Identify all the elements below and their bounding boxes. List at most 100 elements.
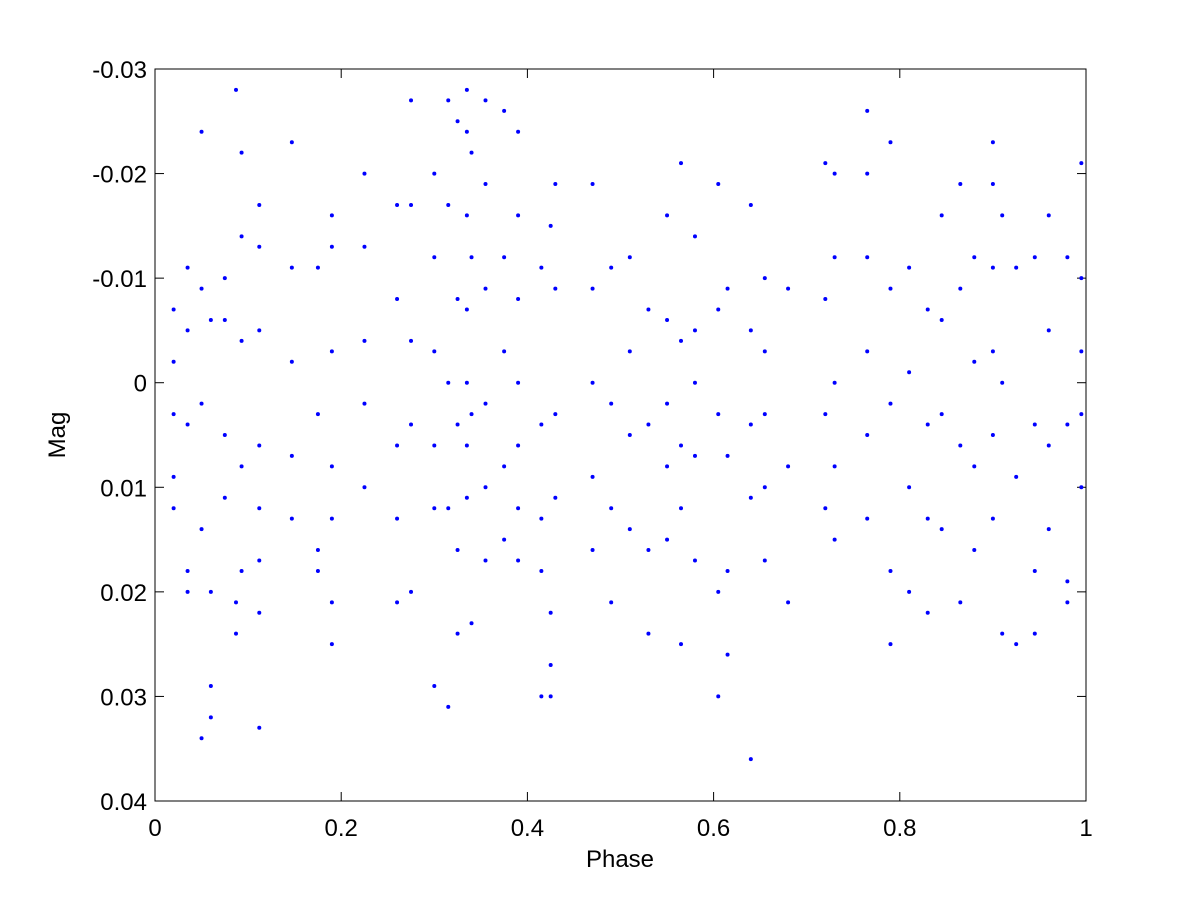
point	[208, 589, 213, 594]
point	[362, 244, 367, 249]
point	[609, 265, 614, 270]
point	[455, 631, 460, 636]
point	[483, 98, 488, 103]
point	[665, 464, 670, 469]
point	[483, 401, 488, 406]
point	[233, 87, 238, 92]
point	[185, 568, 190, 573]
point	[972, 464, 977, 469]
point	[762, 558, 767, 563]
point	[907, 485, 912, 490]
point	[171, 506, 176, 511]
point	[289, 453, 294, 458]
point	[483, 558, 488, 563]
point	[865, 433, 870, 437]
point	[289, 265, 294, 270]
point	[222, 433, 227, 437]
point	[446, 380, 451, 385]
point	[553, 412, 558, 417]
point	[609, 401, 614, 406]
point	[409, 422, 414, 427]
y-tick-label: -0.01	[92, 266, 147, 293]
point	[483, 182, 488, 187]
point	[1014, 642, 1019, 647]
point	[446, 506, 451, 511]
point	[208, 317, 213, 322]
point	[185, 328, 190, 333]
x-tick-label: 0	[148, 815, 161, 842]
point	[590, 286, 595, 291]
point	[315, 412, 320, 417]
point	[888, 401, 893, 406]
point	[516, 443, 521, 448]
point	[692, 558, 697, 563]
point	[888, 568, 893, 573]
point	[823, 506, 828, 511]
point	[329, 213, 334, 218]
point	[990, 265, 995, 270]
point	[329, 349, 334, 354]
point	[446, 202, 451, 207]
point	[692, 380, 697, 385]
point	[455, 548, 460, 553]
point	[233, 631, 238, 636]
point	[315, 568, 320, 573]
point	[1014, 265, 1019, 270]
point	[1079, 161, 1084, 166]
point	[748, 328, 753, 333]
point	[464, 380, 469, 385]
y-axis-label: Mag	[44, 412, 71, 459]
point	[409, 202, 414, 207]
point	[171, 412, 176, 417]
y-tick-label: 0.03	[100, 684, 147, 711]
point	[539, 516, 544, 521]
point	[762, 349, 767, 354]
point	[939, 527, 944, 532]
point	[1032, 422, 1037, 427]
point	[748, 422, 753, 427]
point	[516, 506, 521, 511]
point	[590, 182, 595, 187]
point	[716, 589, 721, 594]
point	[679, 161, 684, 166]
point	[222, 276, 227, 281]
point	[516, 129, 521, 134]
point	[455, 422, 460, 427]
point	[553, 495, 558, 500]
y-tick-label: 0	[134, 371, 147, 398]
point	[939, 317, 944, 322]
point	[502, 255, 507, 260]
point	[409, 338, 414, 343]
point	[907, 370, 912, 375]
point	[958, 443, 963, 448]
point	[627, 527, 632, 532]
point	[171, 474, 176, 479]
point	[725, 286, 730, 291]
point	[958, 600, 963, 605]
point	[432, 349, 437, 354]
point	[990, 433, 995, 437]
point	[362, 485, 367, 490]
point	[257, 610, 262, 615]
point	[907, 265, 912, 270]
point	[665, 213, 670, 218]
point	[865, 255, 870, 260]
point	[233, 600, 238, 605]
point	[609, 600, 614, 605]
point	[1079, 485, 1084, 490]
point	[432, 443, 437, 448]
point	[171, 359, 176, 364]
point	[692, 328, 697, 333]
point	[865, 349, 870, 354]
point	[464, 495, 469, 500]
point	[972, 255, 977, 260]
point	[1000, 380, 1005, 385]
point	[257, 202, 262, 207]
point	[199, 286, 204, 291]
point	[208, 683, 213, 688]
point	[990, 516, 995, 521]
x-tick-label: 0.8	[883, 815, 916, 842]
point	[1046, 443, 1051, 448]
point	[432, 255, 437, 260]
